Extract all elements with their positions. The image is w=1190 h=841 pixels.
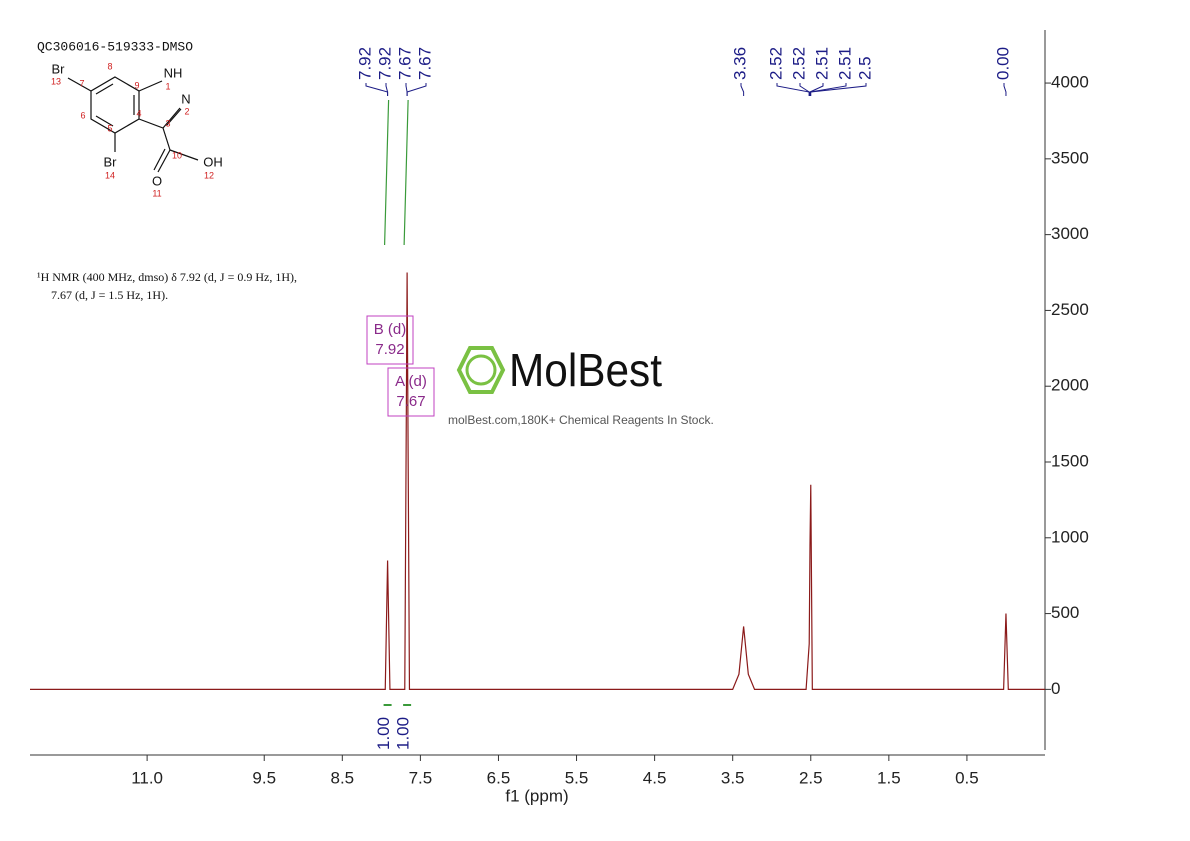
peak-leader: [809, 83, 824, 96]
peak-leader: [810, 83, 867, 96]
y-tick-label: 0: [1051, 679, 1060, 698]
peak-label: 2.51: [835, 47, 854, 80]
multiplet-box: [366, 315, 414, 365]
x-tick-label: 0.5: [955, 768, 979, 787]
y-tick-label: 1000: [1051, 527, 1089, 546]
x-tick-label: 4.5: [643, 768, 667, 787]
peak-label: 3.36: [730, 47, 749, 80]
watermark: MolBest molBest.com,180K+ Chemical Reagen…: [448, 344, 714, 427]
peak-leader: [406, 83, 427, 96]
atom-number: 6: [80, 110, 85, 120]
description-line: 7.67 (d, J = 1.5 Hz, 1H).: [51, 288, 168, 302]
brand: MolBest: [509, 344, 662, 396]
peak-label: 7.67: [395, 47, 414, 80]
atom-symbol: OH: [203, 154, 223, 169]
x-tick-label: 11.0: [131, 768, 163, 787]
atom-symbol: NH: [164, 65, 183, 80]
atom-symbol: O: [152, 173, 162, 188]
peak-leader: [740, 83, 745, 96]
y-tick-label: 500: [1051, 603, 1079, 622]
atom-symbol: Br: [52, 61, 66, 76]
integral-label: 1.00: [374, 717, 393, 750]
x-tick-label: 7.5: [409, 768, 433, 787]
x-tick-label: 2.5: [799, 768, 823, 787]
atom-number: 8: [107, 61, 112, 71]
atom-number: 13: [51, 76, 61, 86]
tagline: molBest.com,180K+ Chemical Reagents In S…: [448, 413, 714, 427]
peak-label: 2.52: [789, 47, 808, 80]
atom-symbol: Br: [104, 154, 118, 169]
x-tick-label: 3.5: [721, 768, 745, 787]
x-axis-label: f1 (ppm): [505, 786, 568, 805]
peak-leader: [809, 83, 847, 96]
peak-leader: [799, 83, 810, 96]
logo: [456, 346, 506, 394]
multiplet-name: A (d): [395, 373, 427, 390]
atom-symbol: N: [181, 91, 190, 106]
x-tick-label: 5.5: [565, 768, 589, 787]
x-tick-label: 9.5: [252, 768, 276, 787]
integral-label: 1.00: [394, 717, 413, 750]
peak-label: 2.52: [766, 47, 785, 80]
logo-ring: [465, 354, 497, 386]
atom-number: 1: [165, 81, 170, 91]
atom-number: 12: [204, 170, 214, 180]
y-tick-label: 2000: [1051, 376, 1089, 395]
atom-number: 7: [79, 78, 84, 88]
peak-label: 7.92: [355, 47, 374, 80]
multiplet-shift: 7.92: [375, 341, 404, 358]
peak-label: 2.51: [812, 47, 831, 80]
atom-number: 14: [105, 170, 115, 180]
multiplet-box: [387, 367, 435, 417]
atom-number: 5: [107, 123, 112, 133]
peak-leader: [776, 83, 810, 96]
peak-leader: [385, 83, 389, 96]
multiplet-shift: 7.67: [396, 393, 425, 410]
atom-number: 3: [165, 118, 170, 128]
y-tick-label: 1500: [1051, 451, 1089, 470]
molecule-bonds: [67, 76, 199, 173]
y-tick-label: 4000: [1051, 73, 1089, 92]
peak-label: 2.5: [855, 56, 874, 80]
peak-label: 7.67: [415, 47, 434, 80]
multiplet-name: B (d): [374, 321, 407, 338]
spectrum-line: [30, 272, 1045, 690]
peak-leader: [365, 83, 389, 96]
peak-leader: [1003, 83, 1007, 96]
peak-label: 7.92: [375, 47, 394, 80]
y-tick-label: 2500: [1051, 300, 1089, 319]
atom-number: 11: [152, 188, 161, 198]
description-line: ¹H NMR (400 MHz, dmso) δ 7.92 (d, J = 0.…: [37, 270, 297, 284]
atom-number: 4: [136, 108, 141, 118]
sample-title: QC306016-519333-DMSO: [37, 39, 193, 54]
x-tick-label: 8.5: [330, 768, 354, 787]
x-tick-label: 1.5: [877, 768, 901, 787]
integral-curve: [383, 99, 390, 246]
x-tick-label: 6.5: [487, 768, 511, 787]
y-tick-label: 3000: [1051, 224, 1089, 243]
y-tick-label: 3500: [1051, 148, 1089, 167]
integral-curve: [403, 99, 409, 246]
atom-number: 10: [172, 150, 182, 160]
peak-label: 0.00: [993, 47, 1012, 80]
atom-number: 9: [134, 80, 139, 90]
atom-number: 2: [184, 106, 189, 116]
